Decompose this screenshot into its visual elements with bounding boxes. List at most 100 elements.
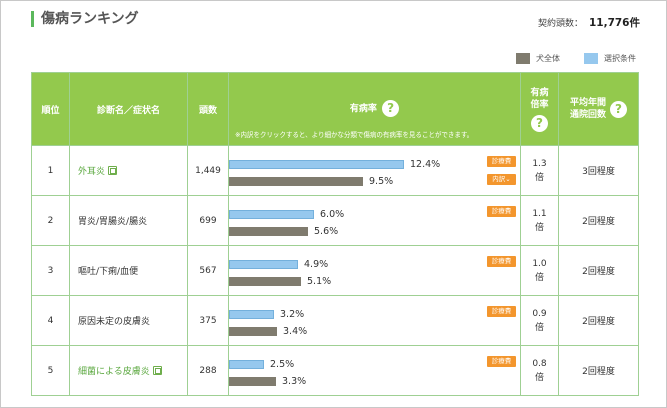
col-heads: 頭数: [187, 72, 229, 146]
col-odds-label-1: 有病: [530, 87, 549, 98]
all-bar: [229, 227, 308, 236]
table-body: 1 外耳炎 1,449 12.4% 9.5% 診療費 内訳⌄ 1.3 倍 3回程度 2 胃炎/胃腸炎/…: [31, 145, 639, 396]
diagnosis-name[interactable]: 細菌による皮膚炎: [78, 367, 150, 377]
diagnosis-cell: 嘔吐/下痢/血便: [69, 245, 188, 296]
avg-visits-cell: 2回程度: [558, 295, 639, 346]
legend: 犬全体 選択条件: [516, 53, 636, 64]
heads-cell: 1,449: [187, 145, 229, 196]
selected-pct: 4.9%: [304, 259, 329, 270]
diagnosis-name: 原因未定の皮膚炎: [78, 317, 151, 327]
legend-selected-label: 選択条件: [604, 54, 636, 63]
all-bar: [229, 277, 301, 286]
diagnosis-cell: 原因未定の皮膚炎: [69, 295, 188, 346]
all-bar: [229, 377, 276, 386]
all-pct: 5.1%: [307, 276, 332, 287]
avg-visits-cell: 2回程度: [558, 195, 639, 246]
odds-cell: 1.3 倍: [520, 145, 559, 196]
diagnosis-cell: 胃炎/胃腸炎/腸炎: [69, 195, 188, 246]
all-pct: 3.3%: [282, 376, 307, 387]
selected-pct: 6.0%: [320, 209, 345, 220]
ill-rate-cell: 3.2% 3.4% 診療費: [228, 295, 521, 346]
odds-cell: 0.9 倍: [520, 295, 559, 346]
legend-selected-swatch: [584, 53, 598, 64]
rank-cell: 5: [31, 345, 70, 396]
col-heads-label: 頭数: [198, 105, 217, 116]
odds-cell: 1.0 倍: [520, 245, 559, 296]
odds-help-icon[interactable]: ?: [531, 114, 548, 132]
detail-link-icon[interactable]: [152, 366, 162, 375]
odds-cell: 1.1 倍: [520, 195, 559, 246]
odds-value: 1.1: [532, 208, 547, 219]
chevron-down-icon: ⌄: [505, 175, 511, 183]
odds-cell: 0.8 倍: [520, 345, 559, 396]
table-row: 2 胃炎/胃腸炎/腸炎 699 6.0% 5.6% 診療費 1.1 倍 2回程度: [31, 195, 639, 246]
all-bar: [229, 177, 363, 186]
odds-value: 1.3: [532, 158, 547, 169]
col-avg-label-1: 平均年間: [569, 98, 606, 108]
selected-pct: 12.4%: [410, 159, 441, 170]
avg-visits-help-icon[interactable]: ?: [610, 100, 627, 118]
col-ill-rate: 有病率 ? ※内訳をクリックすると、より細かな分類で傷病の有病率を見ることができ…: [228, 72, 521, 146]
ill-rate-note: ※内訳をクリックすると、より細かな分類で傷病の有病率を見ることができます。: [235, 131, 474, 139]
breakdown-label: 内訳: [492, 175, 506, 183]
table-row: 3 嘔吐/下痢/血便 567 4.9% 5.1% 診療費 1.0 倍 2回程度: [31, 245, 639, 296]
legend-all-label: 犬全体: [536, 54, 560, 63]
medical-fee-button[interactable]: 診療費: [487, 156, 516, 167]
col-name: 診断名／症状名: [69, 72, 188, 146]
avg-visits-cell: 2回程度: [558, 345, 639, 396]
ill-rate-cell: 4.9% 5.1% 診療費: [228, 245, 521, 296]
col-avg-label-2: 通院回数: [569, 110, 606, 120]
detail-link-icon[interactable]: [108, 166, 118, 175]
contract-count-value: 11,776件: [588, 17, 640, 29]
table-row: 1 外耳炎 1,449 12.4% 9.5% 診療費内訳⌄ 1.3 倍 3回程度: [31, 145, 639, 196]
odds-value: 0.8: [532, 358, 547, 369]
odds-unit: 倍: [534, 372, 544, 383]
all-pct: 9.5%: [369, 176, 394, 187]
diagnosis-name: 嘔吐/下痢/血便: [78, 267, 139, 277]
rank-cell: 1: [31, 145, 70, 196]
breakdown-button[interactable]: 内訳⌄: [487, 174, 516, 185]
col-rank-label: 順位: [41, 105, 60, 116]
col-rank: 順位: [31, 72, 70, 146]
odds-unit: 倍: [534, 272, 544, 283]
selected-pct: 3.2%: [280, 309, 305, 320]
ranking-table: 順位 診断名／症状名 頭数 有病率 ? ※内訳をクリックすると、より細かな分類で…: [31, 72, 639, 396]
heads-cell: 375: [187, 295, 229, 346]
col-avg-visits: 平均年間 通院回数 ?: [558, 72, 639, 146]
diagnosis-name[interactable]: 外耳炎: [78, 167, 106, 177]
diagnosis-cell: 細菌による皮膚炎: [69, 345, 188, 396]
col-odds: 有病 倍率 ?: [520, 72, 559, 146]
medical-fee-button[interactable]: 診療費: [487, 256, 516, 267]
legend-all-swatch: [516, 53, 530, 64]
ill-rate-help-icon[interactable]: ?: [382, 100, 400, 117]
medical-fee-button[interactable]: 診療費: [487, 206, 516, 217]
selected-bar: [229, 260, 298, 269]
selected-bar: [229, 160, 404, 169]
avg-visits-cell: 2回程度: [558, 245, 639, 296]
odds-value: 1.0: [532, 258, 547, 269]
table-row: 4 原因未定の皮膚炎 375 3.2% 3.4% 診療費 0.9 倍 2回程度: [31, 295, 639, 346]
odds-unit: 倍: [534, 172, 544, 183]
odds-unit: 倍: [534, 222, 544, 233]
all-pct: 5.6%: [314, 226, 339, 237]
odds-unit: 倍: [534, 322, 544, 333]
ill-rate-cell: 6.0% 5.6% 診療費: [228, 195, 521, 246]
heads-cell: 288: [187, 345, 229, 396]
selected-bar: [229, 310, 274, 319]
rank-cell: 2: [31, 195, 70, 246]
medical-fee-button[interactable]: 診療費: [487, 356, 516, 367]
avg-visits-cell: 3回程度: [558, 145, 639, 196]
odds-value: 0.9: [532, 308, 547, 319]
title-bar: 傷病ランキング: [31, 11, 139, 27]
medical-fee-button[interactable]: 診療費: [487, 306, 516, 317]
all-bar: [229, 327, 277, 336]
col-name-label: 診断名／症状名: [96, 105, 160, 116]
selected-bar: [229, 210, 314, 219]
selected-pct: 2.5%: [270, 359, 295, 370]
diagnosis-name: 胃炎/胃腸炎/腸炎: [78, 217, 148, 227]
col-odds-label-2: 倍率: [530, 99, 549, 110]
diagnosis-cell: 外耳炎: [69, 145, 188, 196]
table-header-row: 順位 診断名／症状名 頭数 有病率 ? ※内訳をクリックすると、より細かな分類で…: [31, 72, 639, 146]
heads-cell: 567: [187, 245, 229, 296]
